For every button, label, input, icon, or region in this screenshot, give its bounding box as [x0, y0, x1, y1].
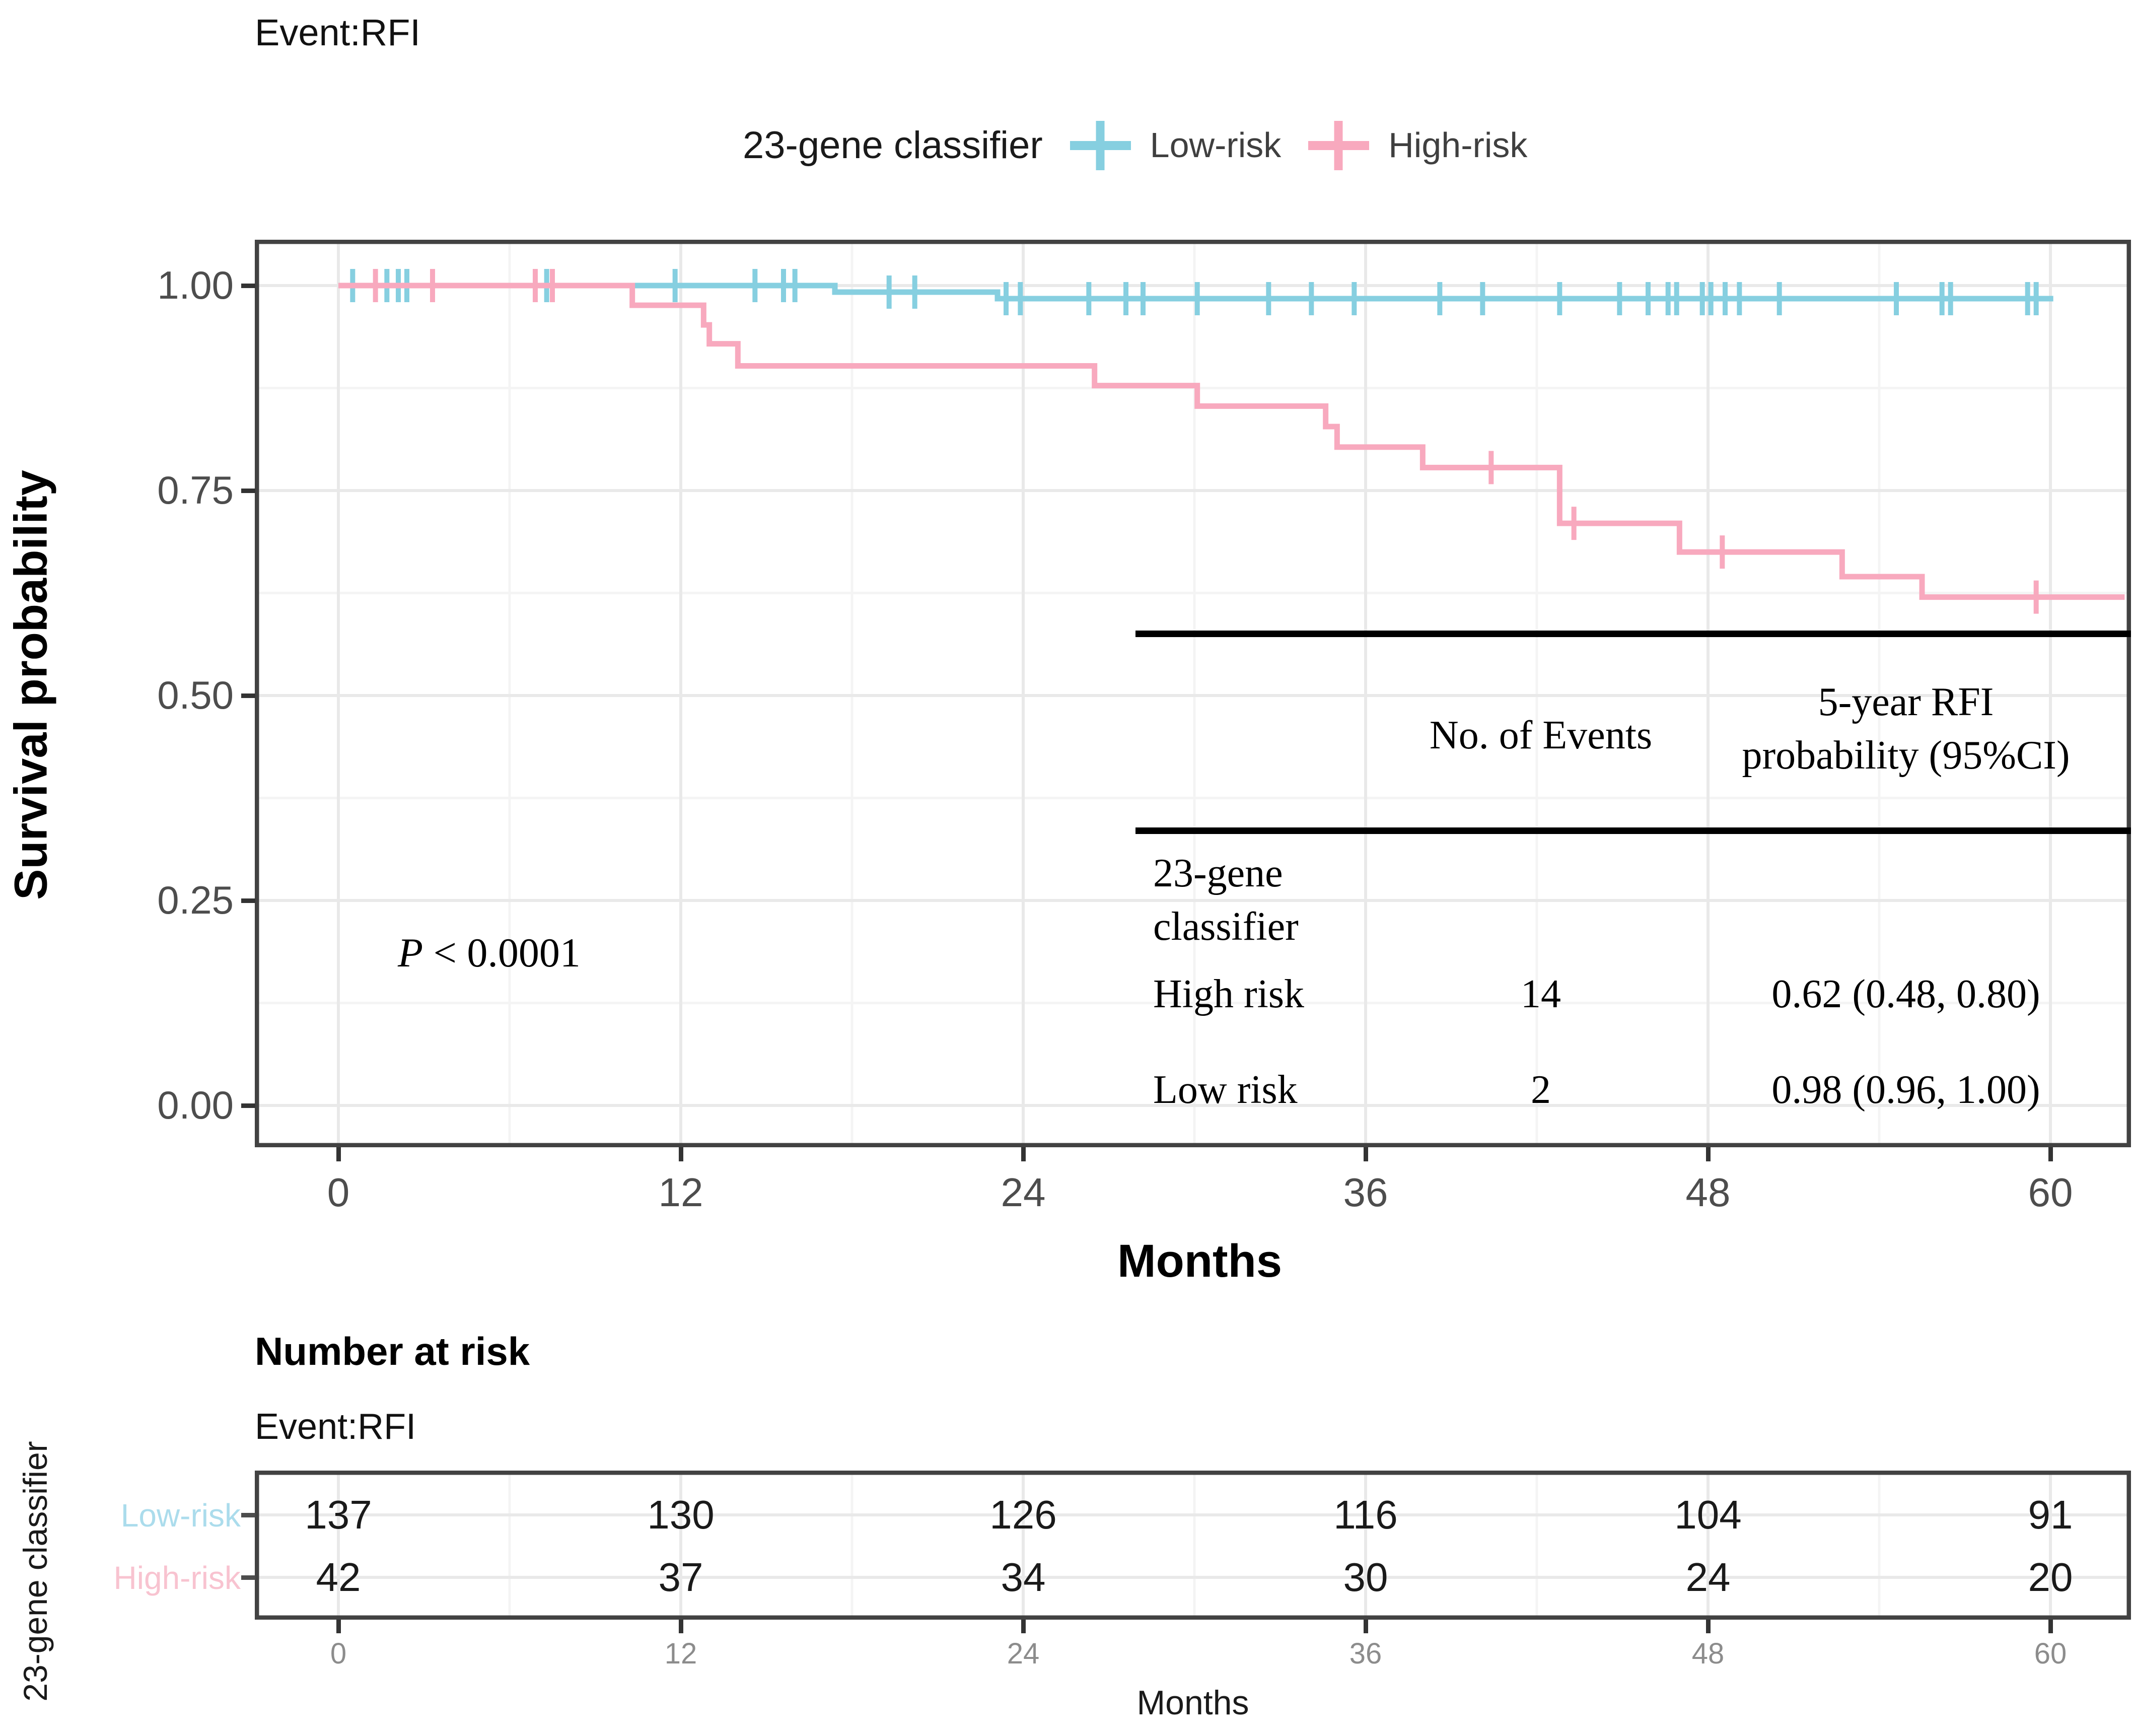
- stats-row-estimate-high: 0.62 (0.48, 0.80): [1771, 972, 2040, 1016]
- risk-x-tick-label: 36: [1349, 1637, 1382, 1670]
- risk-count: 37: [658, 1555, 703, 1600]
- x-tick: [336, 1147, 341, 1161]
- legend-item-low-risk: Low-risk: [1069, 117, 1282, 173]
- risk-x-tick: [679, 1620, 683, 1633]
- risk-x-tick: [1364, 1620, 1368, 1633]
- risk-count: 130: [647, 1492, 715, 1537]
- legend-item-high-risk: High-risk: [1307, 117, 1527, 173]
- risk-row-label-high: High-risk: [113, 1560, 241, 1596]
- y-tick: [241, 284, 255, 288]
- stats-group-label: 23-gene classifier: [1153, 847, 1299, 953]
- stats-group-label-line1: 23-gene: [1153, 851, 1283, 895]
- risk-x-tick-label: 60: [2034, 1637, 2067, 1670]
- risk-table-panel: [255, 1471, 2131, 1620]
- p-value-symbol: P: [398, 930, 423, 976]
- risk-count: 104: [1674, 1492, 1742, 1537]
- risk-x-tick-label: 48: [1691, 1637, 1725, 1670]
- risk-panel-border: [255, 1471, 2131, 1620]
- risk-count: 34: [1001, 1555, 1046, 1600]
- stats-table-mid-rule: [1135, 827, 2131, 834]
- legend-title: 23-gene classifier: [743, 123, 1043, 167]
- stats-row-estimate-low: 0.98 (0.96, 1.00): [1771, 1068, 2040, 1112]
- x-tick: [1364, 1147, 1368, 1161]
- x-axis-title: Months: [1117, 1235, 1283, 1287]
- risk-x-tick-label: 24: [1007, 1637, 1040, 1670]
- risk-count: 20: [2028, 1555, 2073, 1600]
- y-tick: [241, 489, 255, 493]
- legend: 23-gene classifier Low-risk High-risk: [743, 120, 1527, 170]
- survival-plot-panel: [255, 240, 2131, 1147]
- x-tick-label: 0: [327, 1170, 350, 1215]
- risk-x-tick-label: 0: [330, 1637, 347, 1670]
- risk-count: 126: [989, 1492, 1057, 1537]
- risk-x-tick: [1021, 1620, 1026, 1633]
- risk-x-tick-label: 12: [664, 1637, 697, 1670]
- legend-label-low-risk: Low-risk: [1150, 125, 1282, 165]
- high-risk-cross-icon: [1308, 121, 1370, 170]
- stats-group-label-line2: classifier: [1153, 904, 1299, 949]
- x-tick: [1021, 1147, 1026, 1161]
- stats-row-events-low: 2: [1531, 1068, 1551, 1112]
- p-value: P < 0.0001: [398, 929, 581, 977]
- y-tick-label: 0.25: [157, 878, 234, 922]
- risk-x-axis-title: Months: [1136, 1684, 1249, 1722]
- risk-x-tick: [1706, 1620, 1711, 1633]
- risk-table-subtitle: Event:RFI: [255, 1407, 416, 1447]
- plot-panel-border: [255, 240, 2131, 1147]
- risk-x-tick: [2048, 1620, 2053, 1633]
- y-tick: [241, 1103, 255, 1108]
- y-tick-label: 0.50: [157, 673, 234, 717]
- figure-title: Event:RFI: [255, 12, 420, 53]
- y-tick-label: 1.00: [157, 263, 234, 307]
- p-value-text: < 0.0001: [423, 930, 581, 976]
- low-risk-cross-icon: [1070, 121, 1131, 170]
- x-tick: [679, 1147, 683, 1161]
- stats-row-label-high: High risk: [1153, 972, 1304, 1016]
- x-tick-label: 12: [658, 1170, 703, 1215]
- risk-row-tick: [241, 1575, 255, 1580]
- x-tick-label: 48: [1685, 1170, 1731, 1215]
- x-tick: [2048, 1147, 2053, 1161]
- risk-count: 137: [305, 1492, 372, 1537]
- high-risk-curve: [338, 283, 2125, 600]
- stats-row-events-high: 14: [1521, 972, 1561, 1016]
- stats-header-estimate-line2: probability (95%CI): [1742, 733, 2070, 778]
- risk-row-tick: [241, 1513, 255, 1517]
- y-tick: [241, 693, 255, 698]
- y-tick-label: 0.75: [157, 468, 234, 512]
- risk-count: 116: [1333, 1492, 1398, 1537]
- risk-table-heading: Number at risk: [255, 1329, 530, 1373]
- stats-table-top-rule: [1135, 631, 2131, 637]
- risk-x-tick: [336, 1620, 341, 1633]
- y-tick: [241, 898, 255, 903]
- risk-row-label-low: Low-risk: [120, 1497, 241, 1534]
- x-tick-label: 60: [2028, 1170, 2073, 1215]
- x-tick: [1706, 1147, 1711, 1161]
- risk-count: 30: [1343, 1555, 1388, 1600]
- stats-header-events: No. of Events: [1429, 713, 1653, 757]
- risk-count: 91: [2028, 1492, 2073, 1537]
- stats-header-estimate-line1: 5-year RFI: [1818, 680, 1994, 724]
- stats-header-estimate: 5-year RFI probability (95%CI): [1672, 676, 2133, 782]
- x-tick-label: 24: [1001, 1170, 1046, 1215]
- legend-label-high-risk: High-risk: [1388, 125, 1528, 165]
- stats-row-label-low: Low risk: [1153, 1068, 1298, 1112]
- risk-count: 42: [316, 1555, 361, 1600]
- risk-count: 24: [1685, 1555, 1731, 1600]
- y-tick-label: 0.00: [157, 1083, 234, 1127]
- x-tick-label: 36: [1343, 1170, 1388, 1215]
